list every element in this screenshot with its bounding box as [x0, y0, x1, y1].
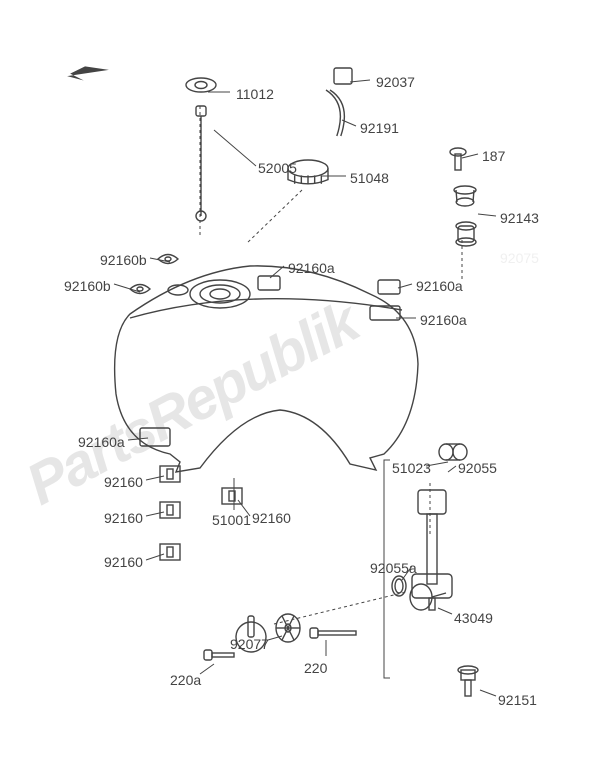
part-label-92160a4: 92160a: [78, 434, 125, 450]
part-label-220: 220: [304, 660, 327, 676]
part-label-51023: 51023: [392, 460, 431, 476]
diagram-canvas: PartsRepublik 11012920379219152005510481…: [0, 0, 600, 784]
part-label-92160_3: 92160: [104, 554, 143, 570]
part-label-92160b2: 92160b: [64, 278, 111, 294]
part-label-92160a2: 92160a: [416, 278, 463, 294]
part-label-92160_4: 92160: [252, 510, 291, 526]
part-label-51048: 51048: [350, 170, 389, 186]
part-label-92075: 92075: [500, 250, 539, 266]
part-label-92143: 92143: [500, 210, 539, 226]
part-label-92055: 92055: [458, 460, 497, 476]
part-label-92191: 92191: [360, 120, 399, 136]
part-label-92077: 92077: [230, 636, 269, 652]
part-label-92160a3: 92160a: [420, 312, 467, 328]
part-label-92151: 92151: [498, 692, 537, 708]
part-label-187: 187: [482, 148, 505, 164]
part-label-92160_1: 92160: [104, 474, 143, 490]
part-label-220a: 220a: [170, 672, 201, 688]
part-label-92037: 92037: [376, 74, 415, 90]
part-label-92160a1: 92160a: [288, 260, 335, 276]
part-label-43049: 43049: [454, 610, 493, 626]
part-label-92160b1: 92160b: [100, 252, 147, 268]
part-label-51001: 51001: [212, 512, 251, 528]
part-label-92160_2: 92160: [104, 510, 143, 526]
part-label-92055a: 92055a: [370, 560, 417, 576]
diagram-svg: [0, 0, 600, 784]
part-label-52005: 52005: [258, 160, 297, 176]
part-label-11012: 11012: [236, 86, 274, 102]
